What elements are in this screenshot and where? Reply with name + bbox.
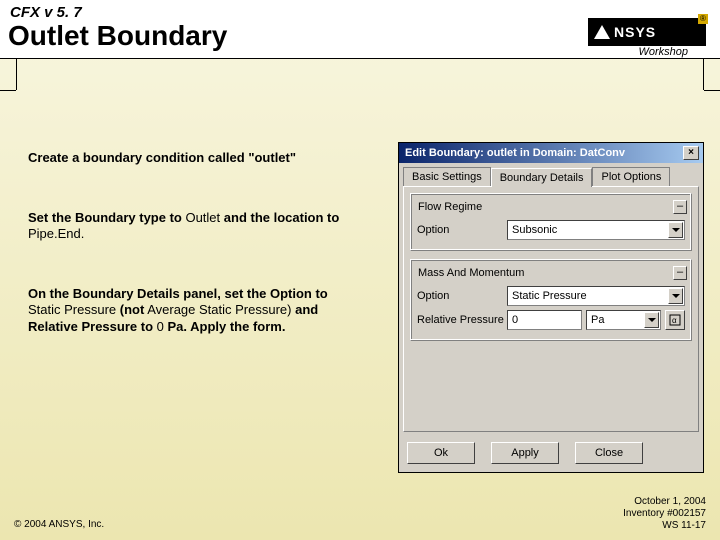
ansys-logo: NSYS ®	[588, 18, 706, 46]
workshop-label: Workshop	[638, 46, 688, 58]
tab-strip: Basic Settings Boundary Details Plot Opt…	[403, 167, 699, 186]
instruction-2: Set the Boundary type to Outlet and the …	[28, 210, 358, 243]
dialog-buttons: Ok Apply Close	[399, 436, 703, 472]
divider	[16, 58, 17, 90]
tab-boundary-details[interactable]: Boundary Details	[491, 168, 593, 187]
dialog-titlebar[interactable]: Edit Boundary: outlet in Domain: DatConv…	[399, 143, 703, 163]
close-icon[interactable]: ×	[683, 146, 699, 160]
divider	[704, 90, 720, 91]
relpres-input[interactable]: 0	[507, 310, 582, 330]
svg-text:α: α	[672, 316, 677, 325]
tab-plot-options[interactable]: Plot Options	[592, 167, 670, 186]
instruction-1: Create a boundary condition called "outl…	[28, 150, 358, 166]
relpres-label: Relative Pressure	[417, 314, 507, 326]
mm-option-label: Option	[417, 290, 507, 302]
mm-option-dropdown[interactable]: Static Pressure	[507, 286, 685, 306]
collapse-icon[interactable]: –	[673, 266, 687, 280]
relpres-unit-dropdown[interactable]: Pa	[586, 310, 661, 330]
collapse-icon[interactable]: –	[673, 200, 687, 214]
chevron-down-icon	[668, 222, 683, 238]
dialog-title-text: Edit Boundary: outlet in Domain: DatConv	[405, 147, 625, 159]
flow-option-label: Option	[417, 224, 507, 236]
close-button[interactable]: Close	[575, 442, 643, 464]
chevron-down-icon	[644, 312, 659, 328]
page-title: Outlet Boundary	[8, 20, 227, 52]
logo-text: NSYS	[614, 24, 656, 40]
tab-basic-settings[interactable]: Basic Settings	[403, 167, 491, 186]
edit-boundary-dialog: Edit Boundary: outlet in Domain: DatConv…	[398, 142, 704, 473]
divider	[703, 58, 704, 90]
chevron-down-icon	[668, 288, 683, 304]
logo-trademark: ®	[698, 14, 708, 24]
ok-button[interactable]: Ok	[407, 442, 475, 464]
spacer	[410, 349, 692, 425]
version-label: CFX v 5. 7	[10, 4, 82, 21]
flow-regime-group: Flow Regime – Option Subsonic	[410, 193, 692, 251]
divider	[0, 90, 16, 91]
flow-option-dropdown[interactable]: Subsonic	[507, 220, 685, 240]
mass-momentum-group: Mass And Momentum – Option Static Pressu…	[410, 259, 692, 341]
divider	[0, 58, 720, 59]
expression-icon[interactable]: α	[665, 310, 685, 330]
instruction-3: On the Boundary Details panel, set the O…	[28, 286, 358, 335]
logo-triangle-icon	[594, 25, 610, 39]
tab-content: Flow Regime – Option Subsonic Mass And M…	[403, 186, 699, 432]
footer-meta: October 1, 2004 Inventory #002157 WS 11-…	[623, 496, 706, 532]
mass-momentum-title: Mass And Momentum	[415, 267, 527, 279]
apply-button[interactable]: Apply	[491, 442, 559, 464]
footer-copyright: © 2004 ANSYS, Inc.	[14, 519, 104, 530]
flow-regime-title: Flow Regime	[415, 201, 485, 213]
